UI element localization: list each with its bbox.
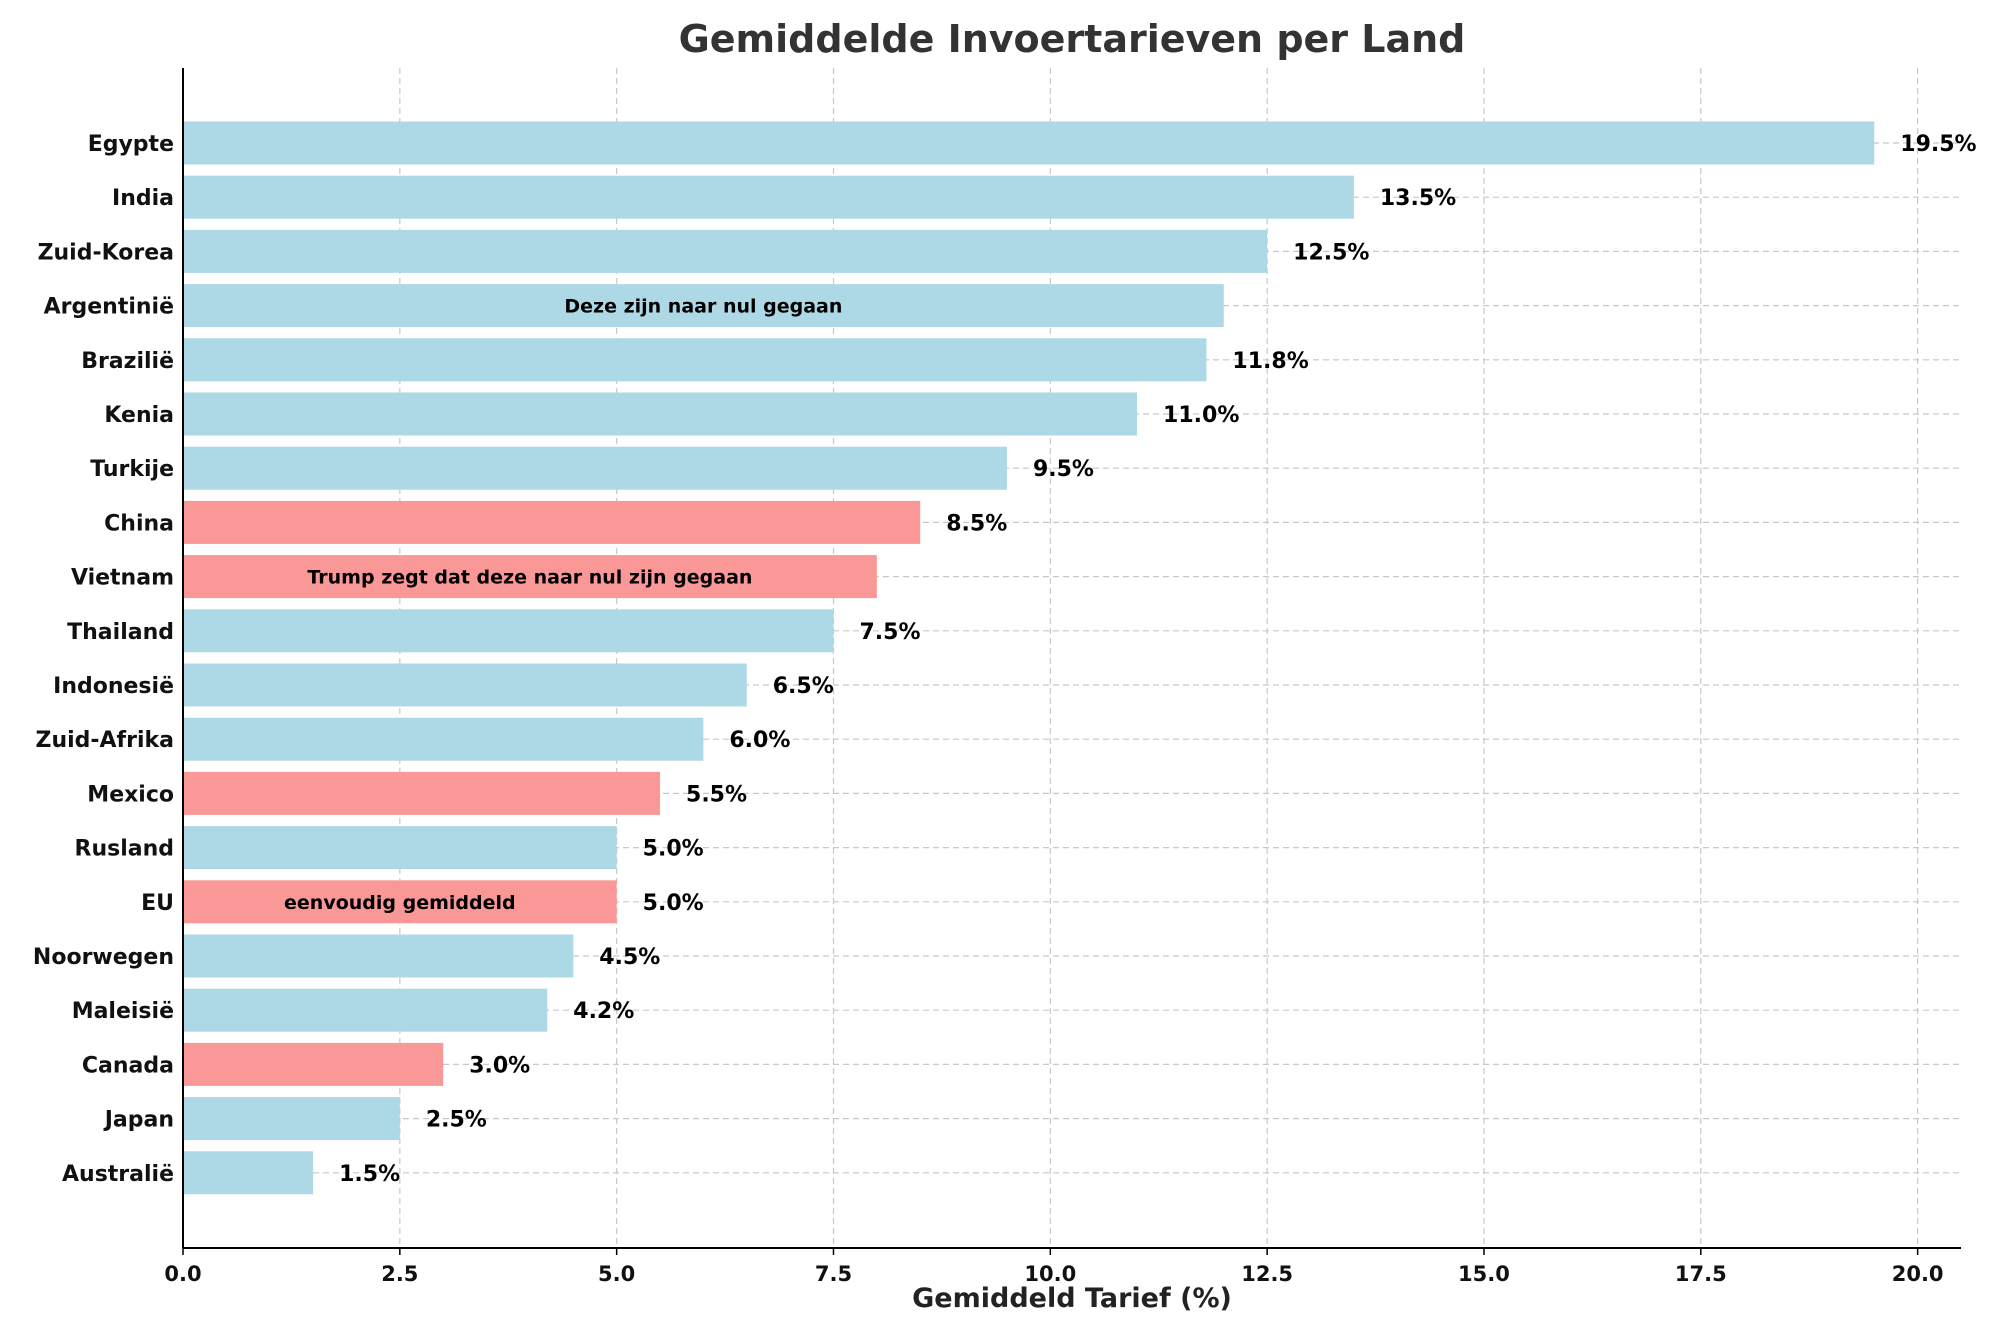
value-label: 3.0%: [469, 1053, 530, 1078]
y-tick-label: Thailand: [67, 620, 174, 645]
bar: [183, 1042, 444, 1086]
y-tick-label: Zuid-Afrika: [36, 728, 175, 753]
x-tick-label: 2.5: [381, 1262, 418, 1286]
bar-annotation: eenvoudig gemiddeld: [284, 892, 516, 914]
y-tick-label: Canada: [82, 1053, 174, 1078]
value-label: 6.0%: [729, 728, 790, 753]
y-tick-label: Australië: [62, 1162, 174, 1187]
bar: [183, 1151, 314, 1195]
value-label: 6.5%: [773, 674, 834, 699]
value-label: 5.0%: [643, 837, 704, 862]
y-tick-label: Mexico: [87, 782, 174, 807]
bar: [183, 392, 1138, 436]
value-label: 9.5%: [1033, 457, 1094, 482]
value-label: 5.5%: [686, 782, 747, 807]
bar-annotation: Trump zegt dat deze naar nul zijn gegaan: [307, 567, 752, 589]
bar: [183, 988, 548, 1032]
bar: [183, 663, 747, 707]
bar: [183, 934, 574, 978]
y-tick-label: Maleisië: [72, 999, 174, 1024]
value-label: 2.5%: [426, 1108, 487, 1133]
y-tick-label: India: [112, 186, 174, 211]
x-tick-label: 5.0: [598, 1262, 635, 1286]
value-labels: 19.5% 13.5% 12.5% 11.8% 11.0% 9.5% 8.5% 7.5% 6.5…: [339, 132, 1976, 1187]
value-label: 12.5%: [1293, 240, 1369, 265]
bar: [183, 771, 661, 815]
bar: [183, 609, 834, 653]
y-tick-labels: Egypte India Zuid-Korea Argentinië Brazilië K…: [33, 132, 174, 1187]
bar: [183, 826, 617, 870]
y-tick-label: Indonesië: [53, 674, 174, 699]
bars: [183, 121, 1875, 1195]
chart-title: Gemiddelde Invoertarieven per Land: [679, 17, 1466, 61]
y-tick-label: Argentinië: [44, 295, 174, 320]
bar: [183, 284, 1224, 328]
y-tick-label: Zuid-Korea: [38, 240, 174, 265]
value-label: 13.5%: [1380, 186, 1456, 211]
bar-annotations: Deze zijn naar nul gegaan Trump zegt dat …: [284, 296, 842, 914]
value-label: 4.2%: [573, 999, 634, 1024]
value-label: 5.0%: [643, 891, 704, 916]
bar: [183, 717, 704, 761]
x-tick-label: 17.5: [1675, 1262, 1727, 1286]
value-label: 8.5%: [946, 511, 1007, 536]
x-tick-labels: 0.0 2.5 5.0 7.5 10.0 12.5 15.0 17.5 20.0: [164, 1248, 1944, 1286]
y-tick-label: Vietnam: [71, 566, 174, 591]
value-label: 4.5%: [599, 945, 660, 970]
value-label: 1.5%: [339, 1162, 400, 1187]
value-label: 11.8%: [1232, 349, 1308, 374]
x-tick-label: 10.0: [1024, 1262, 1076, 1286]
x-tick-label: 20.0: [1892, 1262, 1944, 1286]
value-label: 19.5%: [1900, 132, 1976, 157]
bar: [183, 338, 1207, 382]
x-tick-label: 15.0: [1458, 1262, 1510, 1286]
bar-annotation: Deze zijn naar nul gegaan: [564, 296, 842, 318]
y-tick-label: Rusland: [75, 837, 175, 862]
x-tick-label: 12.5: [1241, 1262, 1293, 1286]
y-tick-label: Noorwegen: [33, 945, 174, 970]
y-tick-label: China: [104, 511, 174, 536]
y-tick-label: Brazilië: [81, 349, 174, 374]
x-axis-label: Gemiddeld Tarief (%): [912, 1283, 1232, 1314]
bar: [183, 175, 1354, 219]
y-tick-label: EU: [141, 891, 174, 916]
bar: [183, 555, 877, 599]
bar: [183, 446, 1007, 490]
bar: [183, 1097, 400, 1141]
y-tick-label: Kenia: [104, 403, 174, 428]
x-tick-label: 0.0: [164, 1262, 201, 1286]
bar: [183, 229, 1268, 273]
bar: [183, 121, 1875, 165]
y-tick-label: Turkije: [90, 457, 174, 482]
value-label: 11.0%: [1163, 403, 1239, 428]
y-tick-label: Egypte: [88, 132, 174, 157]
x-tick-label: 7.5: [815, 1262, 852, 1286]
value-label: 7.5%: [859, 620, 920, 645]
bar: [183, 880, 617, 924]
y-tick-label: Japan: [103, 1108, 174, 1133]
bar: [183, 500, 921, 544]
